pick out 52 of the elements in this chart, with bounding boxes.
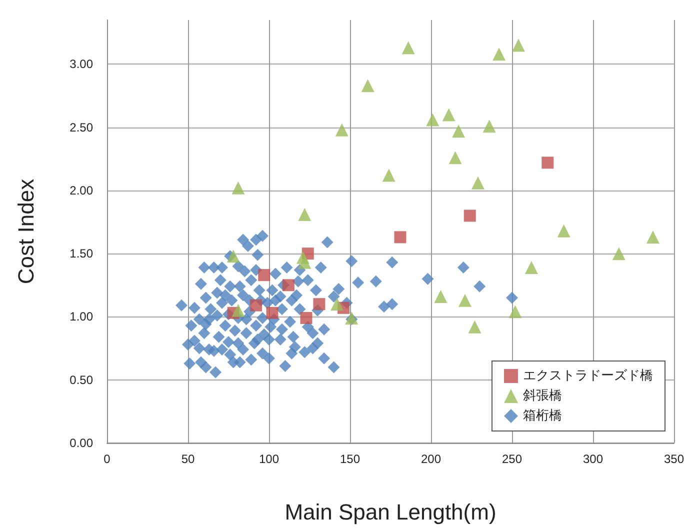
point (452, 124, 466, 138)
point (464, 210, 476, 222)
point (330, 298, 344, 311)
legend-label: エクストラドーズド橋 (523, 368, 653, 384)
point (335, 123, 348, 136)
point (382, 168, 396, 182)
point (226, 250, 240, 263)
y-tick-label: 0.00 (70, 436, 94, 450)
y-tick-label: 1.00 (70, 310, 94, 324)
y-axis-title: Cost Index (14, 178, 38, 284)
point (524, 260, 538, 274)
point (402, 41, 415, 54)
point (298, 208, 312, 221)
x-tick-label: 50 (181, 452, 195, 466)
x-tick-label: 200 (420, 452, 442, 466)
point (394, 231, 406, 244)
legend-label: 箱桁橋 (523, 408, 562, 424)
y-tick-label: 2.00 (70, 183, 94, 198)
point (542, 156, 554, 169)
x-tick-label: 150 (340, 452, 360, 466)
point (298, 256, 312, 269)
point (232, 304, 245, 317)
x-tick-label: 250 (502, 452, 522, 466)
point (557, 224, 570, 238)
point (282, 279, 294, 292)
point (448, 151, 462, 164)
y-tick-label: 2.50 (70, 120, 94, 134)
point (492, 48, 506, 61)
point (361, 79, 374, 92)
point (646, 230, 660, 244)
x-tick-label: 350 (664, 452, 684, 466)
y-tick-label: 3.00 (70, 57, 94, 72)
point (426, 113, 440, 126)
point (458, 294, 472, 307)
point (300, 312, 312, 324)
point (471, 176, 484, 190)
x-tick-label: 0 (104, 452, 111, 466)
point (482, 120, 496, 133)
point (442, 108, 456, 122)
legend-label: 斜張橋 (523, 388, 562, 404)
y-tick-label: 0.50 (70, 372, 94, 387)
point (612, 247, 626, 260)
x-axis-title: Main Span Length(m) (284, 500, 496, 524)
point (232, 181, 245, 194)
point (508, 305, 522, 318)
point (468, 320, 482, 334)
x-tick-label: 300 (582, 452, 604, 466)
point (258, 269, 270, 282)
point (434, 290, 448, 304)
point (512, 38, 525, 52)
y-tick-label: 1.50 (70, 246, 94, 261)
x-tick-label: 100 (258, 452, 280, 466)
